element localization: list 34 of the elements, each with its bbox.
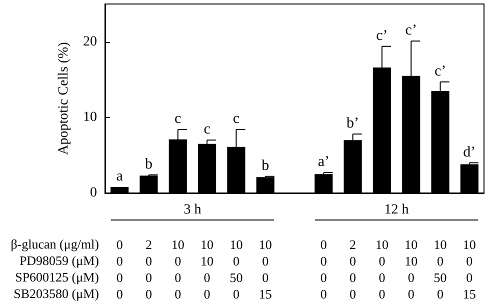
data-label: b — [144, 156, 152, 172]
data-label: c’ — [405, 22, 417, 39]
data-label: c’ — [376, 28, 388, 44]
data-label: c — [204, 122, 211, 138]
data-label: a’ — [318, 154, 330, 170]
x-tick-label: 0 0 0 0 — [320, 236, 327, 302]
text: β-glucan (μg/ml) — [10, 236, 99, 252]
text: 3 h — [184, 202, 202, 218]
data-label: d’ — [463, 144, 476, 160]
text: SP600125 (μM) — [15, 270, 99, 284]
data-label: b’ — [346, 116, 360, 132]
x-tick-label: 10 0 0 15 — [462, 236, 476, 302]
text: SB203580 (μM) — [14, 286, 99, 301]
y-axis-title: Apoptotic Cells (%) — [56, 42, 72, 155]
data-label: a — [116, 168, 124, 184]
x-tick-label: 10 0 0 0 — [375, 236, 388, 302]
text: PD98059 (μM) — [19, 253, 99, 268]
x-tick-label: 10 10 0 0 — [200, 236, 214, 302]
x-tick-label: 10 0 0 0 — [171, 236, 184, 302]
data-label: c — [174, 110, 182, 127]
x-tick-label: 2 0 0 0 — [350, 236, 356, 302]
x-tick-label: 10 0 50 0 — [230, 236, 243, 302]
x-tick-label: 10 10 0 0 — [404, 236, 418, 302]
y-tick-label: 0 — [90, 186, 97, 200]
data-label: b — [262, 158, 270, 174]
text: 12 h — [384, 202, 409, 218]
data-label: c — [232, 110, 240, 127]
x-tick-label: 2 0 0 0 — [145, 236, 152, 302]
y-tick-label: 10 — [83, 110, 97, 125]
x-tick-label: 10 0 50 0 — [434, 236, 447, 302]
data-label: c’ — [434, 63, 446, 80]
y-tick-label: 20 — [83, 34, 97, 50]
x-tick-label: 10 0 0 15 — [258, 236, 272, 302]
x-tick-label: 0 0 0 0 — [116, 236, 123, 302]
